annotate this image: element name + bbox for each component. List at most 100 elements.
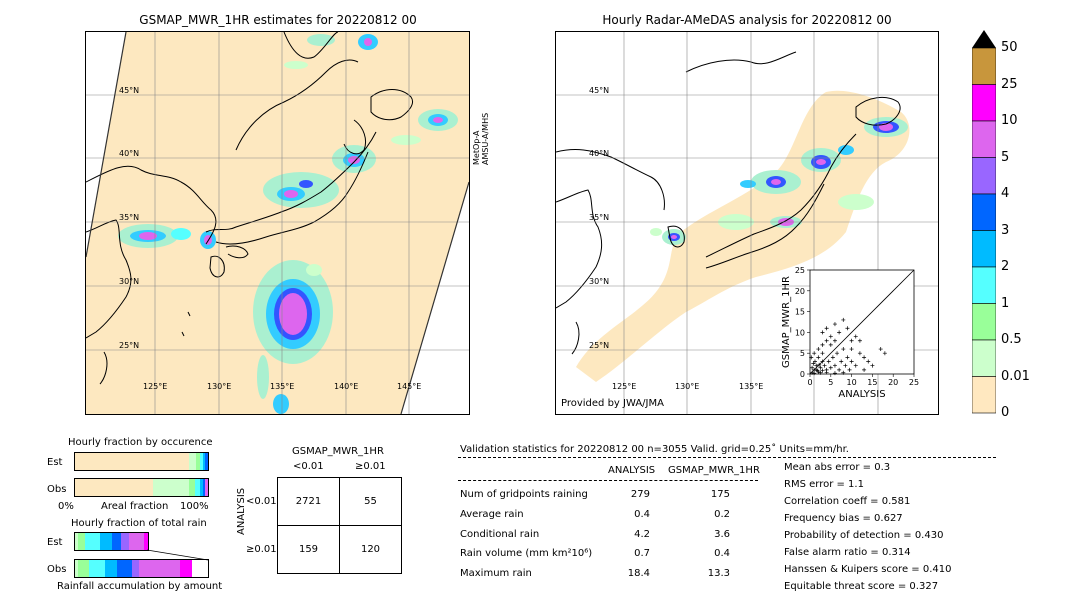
colorbar-tick-label: 5 xyxy=(1001,149,1010,165)
scatter-point xyxy=(824,338,829,343)
contingency-col-label: ≥0.01 xyxy=(355,461,386,472)
validation-divider xyxy=(458,457,996,458)
colorbar xyxy=(972,30,996,414)
colorbar-segment xyxy=(972,193,996,231)
lat-label: 25°N xyxy=(589,341,610,350)
stat-label: Average rain xyxy=(460,509,524,520)
colorbar-tick-label: 10 xyxy=(1001,113,1018,128)
sensor-label: AMSU-A/MHS xyxy=(481,112,490,165)
scatter-point xyxy=(828,365,833,370)
validation-divider xyxy=(458,480,758,481)
scatter-point xyxy=(847,367,852,372)
colorbar-segment xyxy=(972,157,996,195)
contingency-table: 2721 55 159 120 xyxy=(277,477,402,574)
scatter-point xyxy=(839,359,844,364)
scatter-point xyxy=(853,363,858,368)
colorbar-tick-label: 0 xyxy=(1001,405,1010,420)
scatter-point xyxy=(818,365,823,370)
occurrence-est-bar xyxy=(74,452,209,471)
left-map-canvas xyxy=(86,32,469,414)
scatter-point xyxy=(820,351,825,356)
colorbar-tick-label: 0.01 xyxy=(1001,368,1030,384)
lat-label: 40°N xyxy=(119,149,140,158)
scatter-point xyxy=(812,367,817,372)
scatter-point xyxy=(832,371,837,376)
occurrence-axis-right: 100% xyxy=(180,501,209,512)
scatter-point xyxy=(853,334,858,339)
scatter-point xyxy=(828,342,833,347)
rainfall-footer: Rainfall accumulation by amount xyxy=(57,581,223,592)
lat-label: 40°N xyxy=(589,149,610,158)
contingency-row-label: <0.01 xyxy=(246,496,277,507)
scatter-point xyxy=(818,370,823,375)
scatter-point xyxy=(857,351,862,356)
one-to-one-line xyxy=(809,269,915,375)
rainfall-row-est: Est xyxy=(47,537,63,548)
lon-label: 135°E xyxy=(270,382,295,391)
scatter-point xyxy=(820,330,825,335)
scatter-point xyxy=(820,342,825,347)
data-credit: Provided by JWA/JMA xyxy=(561,398,664,409)
contingency-cell: 55 xyxy=(364,496,377,507)
rainfall-row-obs: Obs xyxy=(47,564,67,575)
y-tick-label: 25 xyxy=(795,266,805,275)
scatter-point xyxy=(822,363,827,368)
colorbar-segment xyxy=(972,266,996,304)
colorbar-segment xyxy=(972,230,996,268)
scatter-point xyxy=(817,362,822,367)
lat-label: 30°N xyxy=(119,277,140,286)
scatter-point xyxy=(849,338,854,343)
x-tick-label: 5 xyxy=(828,378,833,387)
scatter-point xyxy=(870,363,875,368)
rainfall-est-bar xyxy=(74,532,149,551)
scatter-point xyxy=(835,351,840,356)
stat-label: Conditional rain xyxy=(460,529,540,540)
score-line: Probability of detection = 0.430 xyxy=(784,530,944,541)
lon-label: 135°E xyxy=(739,382,764,391)
score-line: RMS error = 1.1 xyxy=(784,479,864,490)
stat-gsmap: 175 xyxy=(710,489,730,500)
rainfall-obs-bar xyxy=(74,559,209,578)
occurrence-row-obs: Obs xyxy=(47,484,67,495)
x-tick-label: 25 xyxy=(909,378,919,387)
scatter-point xyxy=(878,347,883,352)
right-map-title: Hourly Radar-AMeDAS analysis for 2022081… xyxy=(602,13,892,27)
stat-analysis: 0.7 xyxy=(634,548,650,559)
y-tick-label: 0 xyxy=(800,370,805,379)
occurrence-axis-label: Areal fraction xyxy=(101,501,169,512)
scatter-point xyxy=(866,359,871,364)
scatter-inset: 0 5 10 15 20 25 0 5 10 15 20 25 ANALYSIS GSMAP_MWR_1H… xyxy=(781,266,919,400)
stat-analysis: 4.2 xyxy=(634,529,650,540)
colorbar-tick-label: 2 xyxy=(1001,259,1010,274)
colorbar-segment xyxy=(972,120,996,158)
x-tick-label: 15 xyxy=(867,378,877,387)
scatter-point xyxy=(849,359,854,364)
stat-analysis: 0.4 xyxy=(634,509,650,520)
score-line: False alarm ratio = 0.314 xyxy=(784,547,911,558)
lat-label: 45°N xyxy=(119,86,140,95)
lon-label: 130°E xyxy=(675,382,700,391)
stat-gsmap: 0.4 xyxy=(714,548,730,559)
scatter-point xyxy=(824,326,829,331)
contingency-row-label: ≥0.01 xyxy=(246,544,277,555)
scatter-point xyxy=(809,355,814,360)
lon-label: 145°E xyxy=(397,382,422,391)
scatter-point xyxy=(841,317,846,322)
stat-analysis: 279 xyxy=(630,489,650,500)
y-tick-label: 20 xyxy=(795,287,805,296)
scatter-point xyxy=(849,347,854,352)
x-tick-label: 0 xyxy=(807,378,812,387)
contingency-cell: 120 xyxy=(360,544,381,555)
observed-rain-areas xyxy=(650,117,908,245)
left-map-title: GSMAP_MWR_1HR estimates for 20220812 00 xyxy=(139,13,417,27)
colorbar-tick-label: 4 xyxy=(1001,186,1010,201)
score-line: Frequency bias = 0.627 xyxy=(784,513,903,524)
occurrence-row-est: Est xyxy=(47,457,63,468)
colorbar-bar xyxy=(972,30,996,414)
lon-label: 125°E xyxy=(612,382,637,391)
scatter-point xyxy=(812,351,817,356)
stat-gsmap: 0.2 xyxy=(714,509,730,520)
sensor-label: MetOp-A xyxy=(472,130,481,165)
scatter-point xyxy=(845,355,850,360)
scatter-point xyxy=(862,367,867,372)
